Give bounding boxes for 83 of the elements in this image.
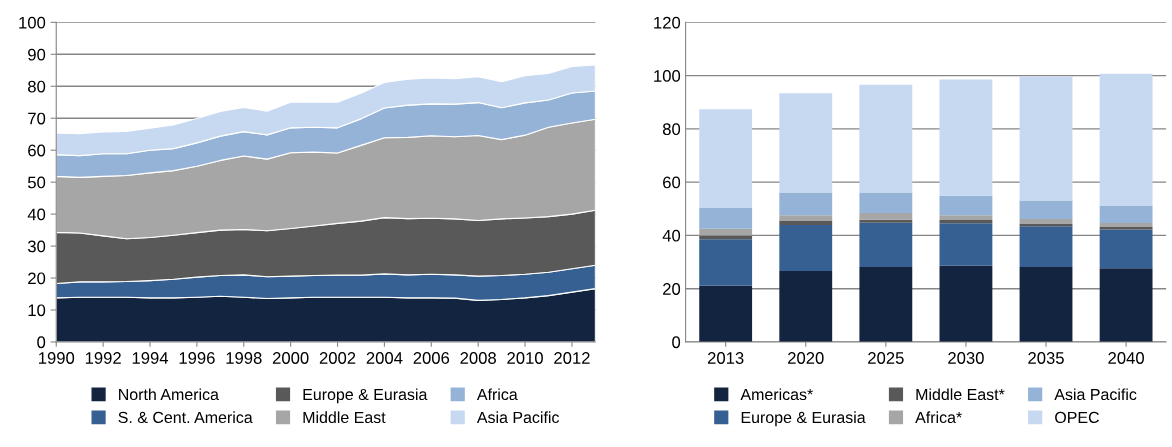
x-tick-label: 2004 bbox=[366, 352, 403, 364]
x-tick-label: 1994 bbox=[132, 352, 169, 364]
bar bbox=[859, 219, 913, 223]
y-tick-label: 20 bbox=[28, 272, 46, 285]
bar bbox=[1019, 200, 1073, 219]
x-tick-label: 2008 bbox=[460, 352, 496, 364]
legend-label: Europe & Eurasia bbox=[303, 388, 428, 404]
x-tick-label: 2006 bbox=[413, 352, 450, 364]
bar bbox=[1099, 268, 1153, 342]
bar bbox=[779, 192, 833, 216]
x-tick-label: 2030 bbox=[948, 352, 984, 364]
y-tick-label: 120 bbox=[654, 16, 681, 29]
bar bbox=[1019, 226, 1073, 268]
legend-label: Asia Pacific bbox=[476, 411, 560, 424]
x-tick-label: 1998 bbox=[226, 352, 262, 364]
y-tick-label: 90 bbox=[28, 48, 46, 61]
y-tick-label: 0 bbox=[37, 336, 46, 349]
legend-label: Middle East bbox=[303, 411, 386, 424]
legend-label: OPEC bbox=[1055, 411, 1099, 424]
bar bbox=[1099, 222, 1153, 227]
bar bbox=[1099, 229, 1153, 269]
y-tick-label: 50 bbox=[27, 176, 46, 189]
x-tick-label: 2013 bbox=[707, 352, 744, 364]
legend-label: S. & Cent. America bbox=[118, 411, 253, 424]
legend-label: Africa* bbox=[915, 411, 962, 424]
bar bbox=[779, 93, 833, 193]
x-tick-label: 2010 bbox=[507, 352, 543, 364]
x-tick-label: 2035 bbox=[1028, 352, 1064, 364]
bar bbox=[699, 235, 753, 240]
bar bbox=[939, 219, 993, 224]
x-tick-label: 1992 bbox=[85, 352, 121, 364]
legend-label: North America bbox=[119, 388, 219, 401]
bar bbox=[1099, 226, 1153, 230]
y-tick-label: 60 bbox=[663, 176, 681, 189]
bar bbox=[699, 109, 753, 208]
bar bbox=[859, 222, 913, 268]
x-tick-label: 1990 bbox=[38, 352, 75, 364]
legend-label: Middle East* bbox=[916, 388, 1005, 401]
x-tick-label: 2012 bbox=[554, 352, 590, 364]
bar bbox=[1019, 218, 1073, 224]
y-tick-label: 80 bbox=[28, 80, 46, 93]
bar bbox=[699, 207, 753, 229]
bar bbox=[699, 285, 753, 342]
bar bbox=[939, 223, 993, 266]
x-tick-label: 2025 bbox=[868, 352, 904, 364]
y-tick-label: 60 bbox=[28, 144, 46, 157]
y-tick-label: 80 bbox=[662, 123, 681, 136]
y-tick-label: 70 bbox=[28, 112, 46, 125]
bar bbox=[779, 221, 833, 226]
bar bbox=[859, 213, 913, 220]
x-tick-label: 2000 bbox=[272, 352, 309, 364]
y-tick-label: 20 bbox=[663, 283, 681, 295]
bar bbox=[779, 215, 833, 222]
bar bbox=[699, 239, 753, 286]
legend-label: Europe & Eurasia bbox=[741, 411, 866, 427]
bar bbox=[859, 84, 913, 193]
bar bbox=[939, 79, 993, 196]
bar bbox=[1099, 73, 1153, 206]
y-tick-label: 30 bbox=[27, 240, 46, 253]
bar bbox=[1019, 267, 1073, 342]
bar bbox=[699, 228, 753, 236]
y-tick-label: 100 bbox=[654, 70, 681, 82]
y-tick-label: 0 bbox=[672, 336, 681, 349]
x-tick-label: 2020 bbox=[788, 352, 824, 364]
x-tick-label: 2002 bbox=[319, 352, 356, 364]
legend-label: Africa bbox=[476, 388, 518, 401]
bar bbox=[939, 195, 993, 216]
bar bbox=[779, 271, 833, 342]
bar bbox=[939, 265, 993, 342]
x-tick-label: 1996 bbox=[179, 352, 215, 364]
y-tick-label: 100 bbox=[19, 16, 46, 29]
x-tick-label: 2040 bbox=[1108, 352, 1144, 364]
y-tick-label: 40 bbox=[27, 208, 46, 221]
bar bbox=[859, 267, 913, 342]
legend-label: Asia Pacific bbox=[1054, 388, 1137, 401]
legend-label: Americas* bbox=[740, 388, 813, 401]
bar bbox=[939, 215, 993, 220]
bar bbox=[1099, 205, 1153, 223]
y-tick-label: 40 bbox=[662, 229, 681, 242]
bar bbox=[859, 192, 913, 214]
bar bbox=[779, 225, 833, 272]
bar bbox=[1019, 76, 1073, 201]
y-tick-label: 10 bbox=[28, 304, 46, 317]
